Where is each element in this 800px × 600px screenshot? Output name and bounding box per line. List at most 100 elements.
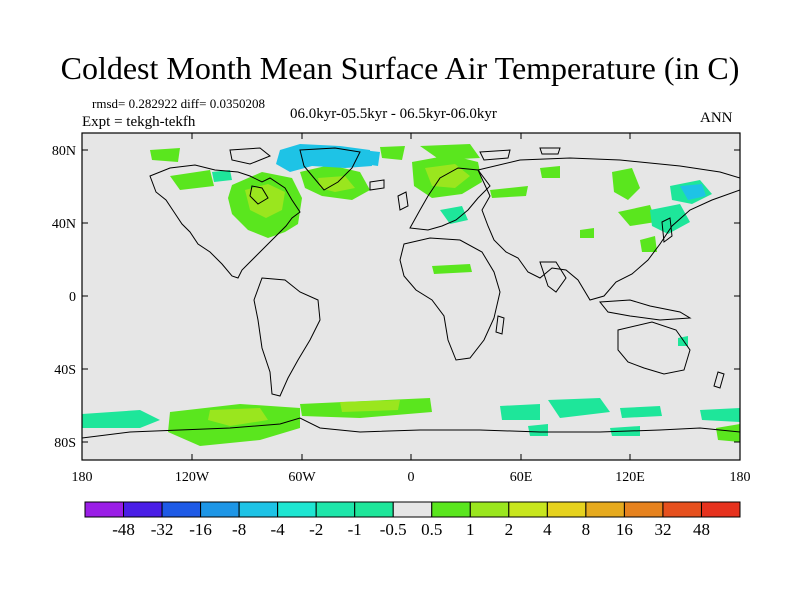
coastlines bbox=[82, 147, 740, 439]
colorbar-label-7: -0.5 bbox=[380, 520, 407, 539]
colorbar-box-5 bbox=[277, 501, 317, 518]
colorbar-label-6: -1 bbox=[348, 520, 362, 539]
patch-russia-1 bbox=[490, 186, 528, 198]
patch-southern-ocean-6 bbox=[620, 406, 662, 418]
x-tick-120w: 120W bbox=[175, 470, 210, 485]
colorbar-box-4 bbox=[238, 501, 279, 518]
colorbar-label-4: -4 bbox=[271, 520, 286, 539]
colorbar-label-14: 32 bbox=[654, 520, 671, 539]
y-tick-40n: 40N bbox=[52, 217, 76, 232]
colorbar-box-16 bbox=[700, 501, 741, 518]
patch-siberia-cool-core bbox=[680, 184, 706, 200]
coast-africa bbox=[399, 237, 501, 361]
x-tick-labels: 180 120W 60W 0 60E 120E 180 bbox=[72, 470, 751, 485]
coast-uk bbox=[397, 191, 409, 211]
patch-asia-2 bbox=[640, 236, 657, 252]
colorbar-box-13 bbox=[585, 501, 625, 518]
patch-arctic-top-3 bbox=[380, 146, 405, 160]
patch-alaska bbox=[170, 170, 214, 190]
patch-southern-ocean-7 bbox=[700, 408, 740, 422]
y-tick-80n: 80N bbox=[52, 144, 76, 159]
coast-hudson-bay bbox=[249, 185, 269, 205]
x-tick-120e: 120E bbox=[615, 470, 645, 485]
colorbar-label-5: -2 bbox=[309, 520, 323, 539]
colorbar-label-3: -8 bbox=[232, 520, 246, 539]
colorbar-box-9 bbox=[431, 501, 471, 518]
patch-antarctica-3 bbox=[716, 424, 740, 442]
colorbar-box-6 bbox=[315, 501, 356, 518]
y-tick-40s: 40S bbox=[54, 363, 76, 378]
patch-siberia-1 bbox=[612, 168, 640, 200]
coast-arctic-islands bbox=[229, 147, 561, 165]
coast-iceland bbox=[369, 179, 385, 191]
patch-asia-1 bbox=[618, 205, 656, 226]
colorbar-label-11: 4 bbox=[543, 520, 552, 539]
patch-antarctica-1 bbox=[528, 424, 548, 436]
coast-south-america bbox=[253, 277, 321, 397]
colorbar-label-10: 2 bbox=[505, 520, 514, 539]
colorbar-label-0: -48 bbox=[112, 520, 135, 539]
season-label: ANN bbox=[700, 110, 733, 126]
patch-alaska-cool bbox=[212, 170, 232, 182]
coast-japan bbox=[661, 217, 673, 243]
colorbar-box-8 bbox=[392, 501, 433, 518]
coast-india bbox=[539, 261, 567, 293]
colorbar-box-15 bbox=[662, 501, 702, 518]
x-tick-0: 0 bbox=[408, 470, 415, 485]
colorbar-box-14 bbox=[623, 501, 664, 518]
colorbar-label-12: 8 bbox=[582, 520, 591, 539]
period-label: 06.0kyr-05.5kyr - 06.5kyr-06.0kyr bbox=[290, 106, 497, 122]
patch-scandinavia-core bbox=[425, 164, 470, 188]
experiment-label: Expt = tekgh-tekfh bbox=[82, 114, 196, 130]
coast-greenland bbox=[299, 147, 361, 191]
axis-ticks bbox=[81, 133, 741, 460]
patch-southern-ocean-5 bbox=[548, 398, 610, 418]
patch-europe-cool bbox=[440, 206, 468, 224]
colorbar-box-3 bbox=[200, 501, 240, 518]
coast-new-zealand bbox=[713, 371, 725, 389]
colorbar-box-11 bbox=[508, 501, 548, 518]
patch-southern-ocean-3-core bbox=[340, 400, 400, 412]
colorbar-box-0 bbox=[84, 501, 125, 518]
patch-china-1 bbox=[580, 228, 594, 238]
colorbar-label-8: 0.5 bbox=[421, 520, 442, 539]
y-tick-labels: 80N 40N 0 40S 80S bbox=[52, 144, 76, 451]
colorbar-box-1 bbox=[123, 501, 163, 518]
patch-arctic-cool-2 bbox=[362, 150, 380, 166]
coast-asia bbox=[477, 157, 740, 301]
patch-southern-ocean-1 bbox=[82, 410, 160, 428]
colorbar-box-7 bbox=[354, 501, 394, 518]
coast-madagascar bbox=[495, 315, 505, 335]
x-tick-60w: 60W bbox=[288, 470, 316, 485]
colorbar-label-1: -32 bbox=[151, 520, 174, 539]
anomaly-patches bbox=[82, 144, 740, 446]
coast-antarctica bbox=[82, 417, 740, 439]
chart-title: Coldest Month Mean Surface Air Temperatu… bbox=[60, 50, 740, 86]
y-tick-0: 0 bbox=[69, 290, 76, 305]
colorbar-label-15: 48 bbox=[693, 520, 710, 539]
patch-arctic-top-1 bbox=[420, 144, 480, 160]
patch-southern-ocean-2-core bbox=[208, 408, 268, 426]
coast-australia bbox=[617, 321, 691, 375]
x-tick-180w: 180 bbox=[72, 470, 93, 485]
coast-indonesia bbox=[599, 299, 692, 321]
patch-north-africa bbox=[432, 264, 472, 274]
y-tick-80s: 80S bbox=[54, 436, 76, 451]
x-tick-60e: 60E bbox=[510, 470, 533, 485]
stats-text: rmsd= 0.282922 diff= 0.0350208 bbox=[92, 96, 265, 111]
colorbar-labels: -48 -32 -16 -8 -4 -2 -1 -0.5 0.5 1 2 4 8 16 32 48 bbox=[112, 520, 710, 539]
x-tick-180e: 180 bbox=[730, 470, 751, 485]
colorbar-label-2: -16 bbox=[189, 520, 212, 539]
colorbar-box-2 bbox=[161, 501, 202, 518]
coast-north-america bbox=[149, 164, 301, 279]
patch-arctic-top-2 bbox=[150, 148, 180, 162]
colorbar-box-12 bbox=[546, 501, 587, 518]
colorbar-label-9: 1 bbox=[466, 520, 475, 539]
colorbar-label-13: 16 bbox=[616, 520, 633, 539]
colorbar-box-10 bbox=[469, 501, 510, 518]
patch-southern-ocean-4 bbox=[500, 404, 540, 420]
colorbar-boxes bbox=[84, 501, 741, 518]
patch-north-america-core bbox=[245, 184, 285, 218]
